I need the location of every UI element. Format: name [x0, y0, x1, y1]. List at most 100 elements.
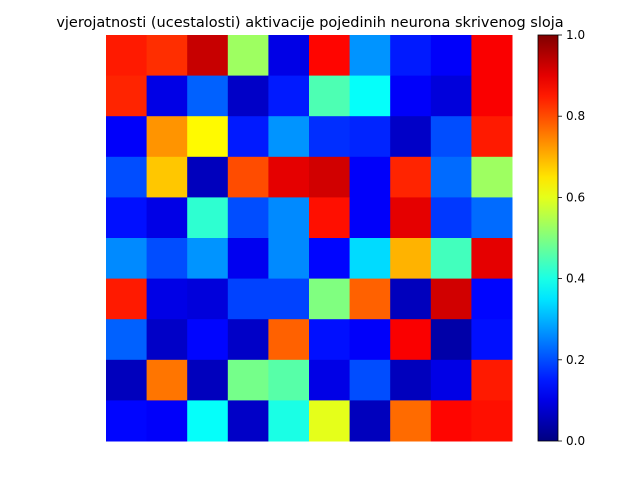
- heatmap-cell: [106, 238, 148, 280]
- heatmap-cell: [146, 75, 188, 117]
- heatmap-cell: [309, 156, 351, 198]
- heatmap-cell: [471, 238, 513, 280]
- heatmap-cell: [187, 238, 229, 280]
- heatmap-cell: [430, 35, 472, 77]
- heatmap-cell: [268, 319, 310, 361]
- heatmap-cell: [430, 238, 472, 280]
- heatmap-cell: [471, 197, 513, 239]
- heatmap-cell: [187, 156, 229, 198]
- heatmap-cell: [106, 359, 148, 401]
- heatmap-cell: [430, 197, 472, 239]
- heatmap-cell: [106, 400, 148, 442]
- heatmap-cell: [268, 35, 310, 77]
- heatmap-cell: [146, 156, 188, 198]
- heatmap-cell: [268, 156, 310, 198]
- heatmap-cell: [187, 197, 229, 239]
- heatmap-grid: [106, 35, 513, 442]
- heatmap-cell: [268, 359, 310, 401]
- heatmap-cell: [227, 75, 269, 117]
- heatmap-cell: [146, 359, 188, 401]
- heatmap-cell: [471, 278, 513, 320]
- colorbar-tick-label: 1.0: [566, 28, 585, 42]
- heatmap-cell: [227, 400, 269, 442]
- heatmap-cell: [309, 238, 351, 280]
- heatmap-cell: [268, 197, 310, 239]
- heatmap-cell: [227, 278, 269, 320]
- heatmap-cell: [430, 278, 472, 320]
- heatmap-cell: [227, 156, 269, 198]
- heatmap-cell: [227, 116, 269, 158]
- heatmap-cell: [349, 35, 391, 77]
- heatmap-cell: [187, 116, 229, 158]
- heatmap-cell: [471, 359, 513, 401]
- heatmap-cell: [187, 75, 229, 117]
- heatmap-cell: [349, 197, 391, 239]
- heatmap-cell: [187, 278, 229, 320]
- heatmap-cell: [146, 400, 188, 442]
- heatmap-cell: [268, 116, 310, 158]
- heatmap-cell: [268, 400, 310, 442]
- heatmap-cell: [187, 359, 229, 401]
- heatmap-cell: [390, 319, 432, 361]
- heatmap-cell: [146, 278, 188, 320]
- heatmap-cell: [106, 75, 148, 117]
- heatmap-cell: [349, 75, 391, 117]
- heatmap-cell: [471, 35, 513, 77]
- heatmap-cell: [349, 156, 391, 198]
- heatmap-cell: [106, 319, 148, 361]
- colorbar-tick-label: 0.4: [566, 272, 585, 286]
- heatmap-cell: [227, 238, 269, 280]
- heatmap-cell: [390, 35, 432, 77]
- heatmap-cell: [471, 75, 513, 117]
- heatmap-cell: [146, 197, 188, 239]
- heatmap-cell: [390, 238, 432, 280]
- heatmap-cell: [390, 197, 432, 239]
- heatmap-cell: [471, 116, 513, 158]
- heatmap-cell: [430, 156, 472, 198]
- heatmap-cell: [309, 400, 351, 442]
- heatmap-cell: [309, 278, 351, 320]
- heatmap-cell: [187, 35, 229, 77]
- heatmap-cell: [471, 156, 513, 198]
- heatmap-cell: [390, 278, 432, 320]
- heatmap-cell: [187, 319, 229, 361]
- heatmap-cell: [430, 75, 472, 117]
- heatmap-cell: [106, 156, 148, 198]
- heatmap-cell: [106, 197, 148, 239]
- heatmap-cell: [430, 116, 472, 158]
- heatmap-cell: [349, 400, 391, 442]
- colorbar-tick-label: 0.0: [566, 434, 585, 448]
- heatmap-cell: [268, 278, 310, 320]
- heatmap-cell: [349, 359, 391, 401]
- heatmap-cell: [349, 278, 391, 320]
- colorbar-ticks: 0.0 0.2 0.4 0.6 0.8 1.0: [558, 28, 585, 448]
- heatmap-cell: [309, 319, 351, 361]
- heatmap-cell: [146, 35, 188, 77]
- heatmap-cell: [349, 238, 391, 280]
- colorbar: [537, 34, 559, 442]
- heatmap-cell: [146, 319, 188, 361]
- heatmap-cell: [309, 116, 351, 158]
- chart-title: vjerojatnosti (ucestalosti) aktivacije p…: [56, 15, 563, 31]
- heatmap-cell: [349, 116, 391, 158]
- heatmap-cell: [430, 359, 472, 401]
- heatmap-cell: [227, 35, 269, 77]
- colorbar-tick-label: 0.2: [566, 353, 585, 367]
- heatmap-cell: [471, 400, 513, 442]
- heatmap-cell: [390, 75, 432, 117]
- heatmap-cell: [430, 400, 472, 442]
- heatmap-cell: [106, 278, 148, 320]
- heatmap-cell: [390, 359, 432, 401]
- colorbar-tick-label: 0.6: [566, 190, 585, 204]
- heatmap-cell: [390, 156, 432, 198]
- heatmap-cell: [430, 319, 472, 361]
- heatmap-cell: [227, 319, 269, 361]
- heatmap-cell: [268, 75, 310, 117]
- colorbar-tick-label: 0.8: [566, 109, 585, 123]
- heatmap-cell: [106, 116, 148, 158]
- heatmap-cell: [309, 197, 351, 239]
- heatmap-cell: [227, 197, 269, 239]
- heatmap-cell: [187, 400, 229, 442]
- heatmap-cell: [106, 35, 148, 77]
